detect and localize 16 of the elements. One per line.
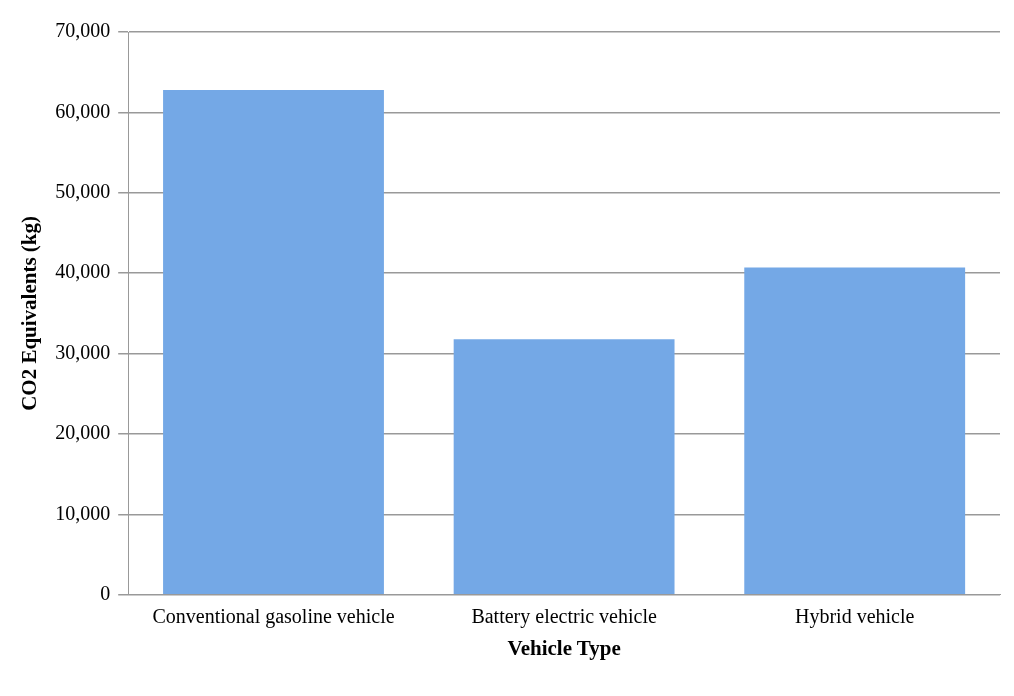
x-axis-title: Vehicle Type (507, 635, 621, 660)
x-tick-label: Battery electric vehicle (471, 605, 657, 629)
y-tick-label: 30,000 (55, 340, 111, 363)
y-tick-label: 0 (100, 582, 111, 605)
y-tick-label: 10,000 (55, 501, 111, 524)
y-tick-label: 50,000 (55, 180, 111, 203)
bar (163, 89, 384, 595)
y-tick-label: 20,000 (55, 421, 111, 444)
x-tick-label: Conventional gasoline vehicle (152, 605, 395, 629)
y-tick-label: 70,000 (55, 19, 111, 42)
y-tick-label: 60,000 (55, 99, 111, 122)
x-tick-label: Hybrid vehicle (795, 605, 915, 629)
y-tick-label: 40,000 (55, 260, 111, 283)
bar (744, 267, 966, 595)
y-axis-title: CO2 Equivalents (kg) (17, 215, 42, 411)
bar (453, 339, 675, 595)
